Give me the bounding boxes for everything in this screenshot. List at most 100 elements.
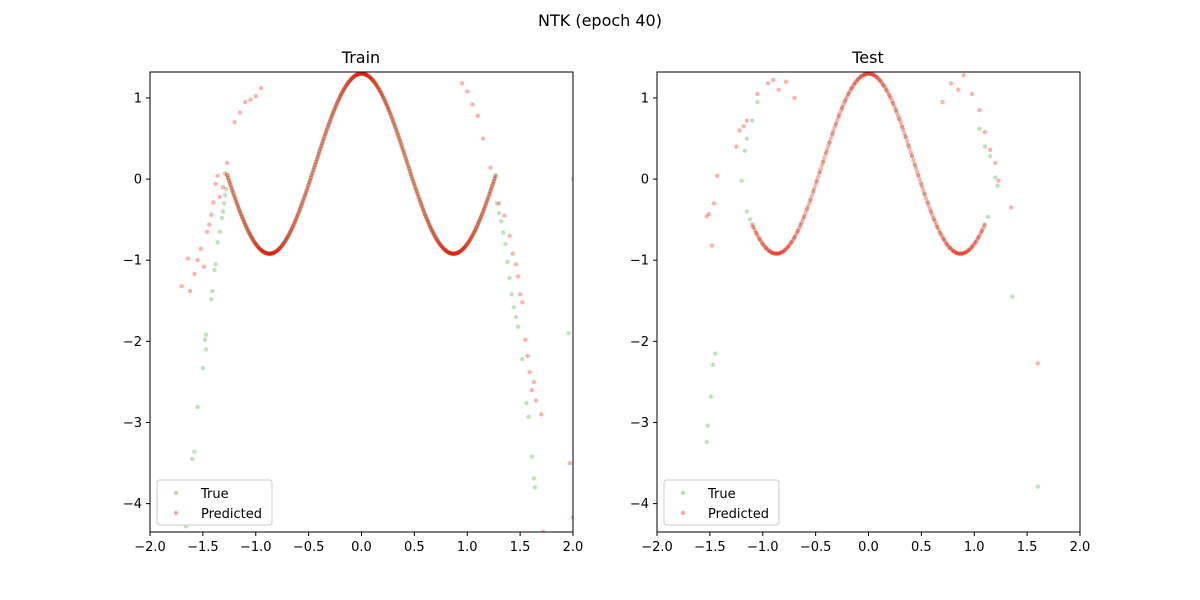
train-predicted-point: [329, 115, 334, 120]
train-predicted-point: [367, 75, 373, 80]
train-ytick-label: −4: [123, 497, 142, 512]
test-predicted-point: [904, 138, 910, 144]
train-predicted-point: [411, 179, 416, 184]
train-predicted-point: [450, 251, 456, 256]
test-predicted-point: [960, 251, 966, 256]
train-predicted-point: [230, 188, 235, 193]
test-predicted-point: [894, 110, 900, 115]
train-true-point: [371, 79, 377, 85]
train-true-point: [249, 235, 254, 240]
test-ytick-label: 0: [641, 173, 649, 188]
train-predicted-point: [368, 76, 374, 81]
train-predicted-point: [517, 292, 523, 297]
train-true-point: [228, 182, 233, 187]
train-true-point: [392, 122, 397, 127]
train-predicted-point: [246, 229, 251, 234]
train-true-point: [222, 193, 228, 198]
train-true-point: [463, 243, 469, 248]
train-true-point: [317, 150, 322, 155]
test-predicted-point: [883, 86, 888, 91]
train-true-point: [379, 91, 384, 97]
train-true-point: [359, 72, 364, 76]
test-predicted-point: [928, 209, 934, 215]
train-true-point: [343, 84, 348, 89]
test-predicted-point: [869, 72, 874, 77]
train-true-point: [531, 476, 537, 481]
train-xtick-label: 0.0: [351, 540, 372, 555]
train-true-point: [224, 172, 230, 178]
train-true-point: [268, 251, 273, 256]
test-xtick-label: −1.0: [747, 540, 779, 555]
test-predicted-point: [921, 188, 926, 194]
train-true-point: [220, 209, 226, 214]
train-true-point: [365, 73, 371, 78]
test-predicted-point: [802, 214, 807, 219]
test-predicted-point: [840, 105, 845, 110]
train-predicted-point: [333, 104, 338, 110]
test-predicted-point: [903, 134, 908, 140]
test-predicted-point: [964, 249, 969, 254]
test-true-point: [963, 250, 968, 255]
train-predicted-point: [242, 221, 248, 227]
train-true-point: [413, 185, 418, 190]
test-true-point: [773, 251, 778, 256]
train-predicted-point: [461, 246, 466, 252]
test-predicted-point: [785, 245, 790, 250]
test-predicted-point: [776, 251, 782, 256]
test-predicted-point: [932, 219, 938, 224]
train-predicted-point: [394, 128, 399, 133]
train-predicted-point: [411, 181, 417, 187]
train-predicted-point: [337, 95, 342, 100]
train-predicted-point: [266, 251, 271, 256]
train-predicted-point: [427, 222, 432, 228]
train-true-point: [467, 238, 472, 244]
test-true-point: [712, 351, 718, 356]
train-predicted-point: [439, 244, 445, 250]
test-predicted-point: [945, 242, 950, 248]
train-true-point: [266, 251, 271, 256]
train-predicted-point: [336, 96, 342, 102]
train-predicted-point: [192, 271, 197, 277]
test-predicted-point: [819, 163, 825, 168]
test-predicted-point: [824, 147, 830, 152]
test-predicted-point: [789, 239, 794, 245]
test-predicted-point: [878, 78, 883, 84]
train-predicted-point: [513, 262, 519, 267]
train-predicted-point: [436, 240, 441, 245]
train-true-point: [370, 78, 376, 83]
test-xtick-label: 0.5: [911, 540, 932, 555]
train-predicted-point: [198, 246, 203, 252]
train-true-point: [240, 217, 246, 222]
test-true-point: [881, 82, 886, 88]
test-predicted-point: [899, 123, 905, 129]
train-true-point: [373, 81, 378, 86]
train-predicted-point: [466, 240, 471, 245]
train-predicted-point: [253, 94, 258, 99]
test-predicted-point: [933, 222, 939, 227]
test-predicted-point: [818, 167, 823, 172]
train-true-point: [382, 98, 387, 103]
train-predicted-point: [481, 208, 486, 213]
test-predicted-point: [842, 99, 848, 104]
train-predicted-point: [246, 230, 252, 236]
test-true-point: [827, 140, 832, 145]
train-predicted-point: [316, 152, 321, 157]
train-true-point: [430, 229, 435, 234]
train-predicted-point: [446, 250, 452, 255]
train-true-point: [496, 210, 502, 216]
train-predicted-point: [293, 217, 298, 223]
test-true-point: [760, 241, 765, 247]
test-predicted-point: [780, 249, 785, 254]
test-predicted-point: [892, 104, 897, 109]
train-predicted-point: [367, 74, 372, 80]
train-true-point: [232, 194, 237, 200]
train-predicted-point: [382, 97, 387, 103]
test-true-point: [993, 175, 998, 180]
train-true-point: [242, 222, 248, 227]
train-predicted-point: [401, 150, 407, 156]
train-predicted-point: [296, 209, 302, 214]
test-predicted-point: [982, 223, 987, 228]
train-true-point: [328, 116, 334, 121]
train-predicted-point: [321, 136, 326, 142]
test-legend-label-true: True: [707, 487, 736, 502]
